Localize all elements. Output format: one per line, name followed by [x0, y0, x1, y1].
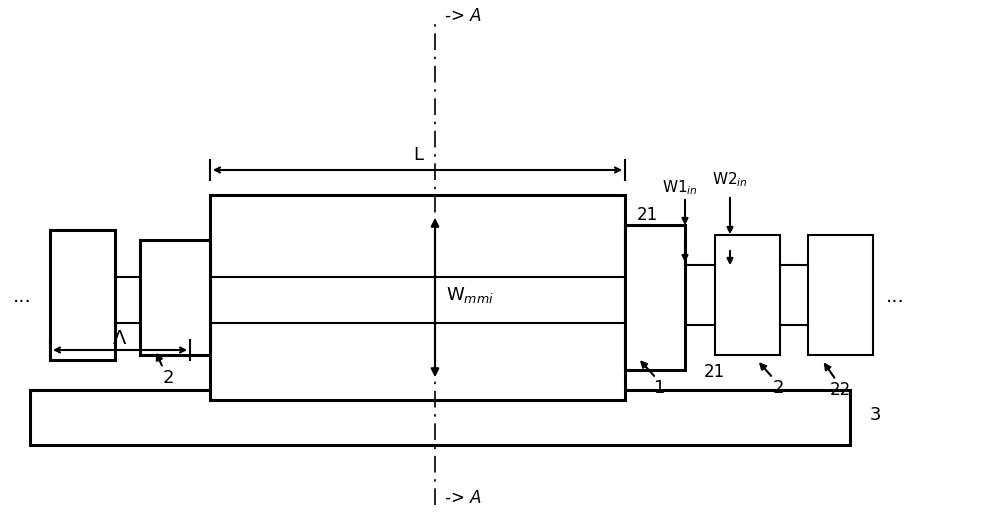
Bar — [625, 225, 685, 370]
Text: ...: ... — [13, 288, 31, 307]
Bar — [30, 390, 850, 445]
Bar — [50, 230, 115, 360]
Text: 3: 3 — [870, 406, 882, 424]
Bar — [808, 235, 873, 355]
Text: 21: 21 — [703, 363, 725, 381]
Text: W$_{mmi}$: W$_{mmi}$ — [446, 285, 494, 305]
Text: 2: 2 — [772, 379, 784, 397]
Text: 2: 2 — [162, 369, 174, 387]
Text: 22: 22 — [829, 381, 851, 399]
Text: L: L — [413, 146, 423, 164]
Text: -> A: -> A — [445, 7, 482, 25]
Text: Λ: Λ — [113, 328, 127, 347]
Text: 21: 21 — [637, 206, 658, 224]
Text: 1: 1 — [654, 379, 666, 397]
Bar — [140, 240, 210, 355]
Text: -> A: -> A — [445, 489, 482, 507]
Bar — [715, 235, 780, 355]
Bar — [210, 195, 625, 400]
Text: W1$_{in}$: W1$_{in}$ — [662, 179, 698, 197]
Text: ...: ... — [886, 288, 904, 307]
Text: W2$_{in}$: W2$_{in}$ — [712, 171, 748, 189]
